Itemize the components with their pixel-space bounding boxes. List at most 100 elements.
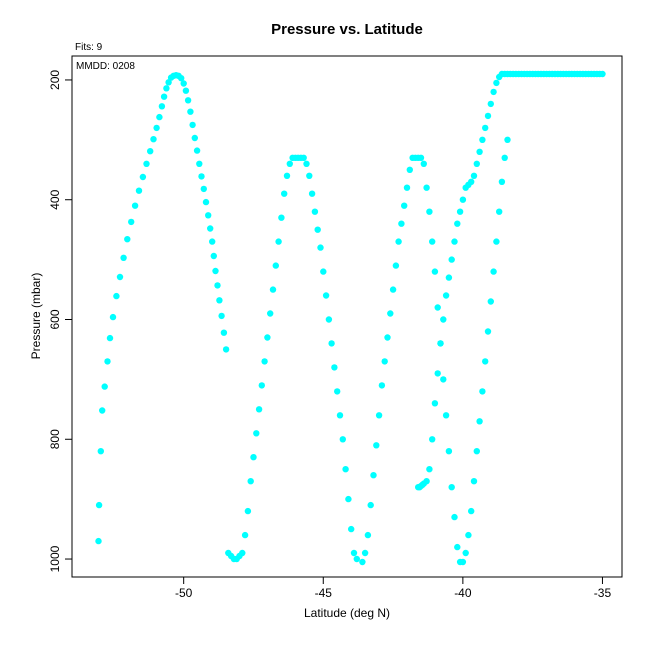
data-point xyxy=(473,160,480,167)
plot-frame xyxy=(71,55,623,578)
data-point xyxy=(241,531,249,539)
data-point xyxy=(180,80,187,87)
data-point xyxy=(135,187,143,194)
data-point xyxy=(448,256,455,263)
data-point xyxy=(128,218,135,226)
data-point xyxy=(104,358,111,365)
x-tick-label: -35 xyxy=(594,586,612,600)
x-axis: -50 -45 -40 -35 xyxy=(175,577,611,600)
data-point xyxy=(442,292,450,299)
data-point xyxy=(308,190,316,197)
data-point xyxy=(153,124,160,132)
data-point xyxy=(189,121,196,129)
data-point xyxy=(253,430,260,437)
data-point xyxy=(431,268,439,275)
data-point xyxy=(437,340,444,347)
data-point xyxy=(212,267,219,275)
data-point xyxy=(320,268,327,275)
data-point xyxy=(165,79,172,86)
data-point xyxy=(210,252,217,260)
data-point xyxy=(303,160,310,167)
data-point xyxy=(143,160,150,167)
data-point xyxy=(314,226,321,233)
data-point xyxy=(482,358,489,365)
data-point xyxy=(440,376,447,383)
data-point xyxy=(196,160,203,167)
data-point xyxy=(218,312,225,320)
data-point xyxy=(465,531,472,539)
data-point xyxy=(269,286,277,293)
data-point xyxy=(361,549,369,557)
data-point xyxy=(250,454,257,461)
data-point xyxy=(456,208,464,215)
data-point xyxy=(345,495,352,503)
data-point xyxy=(451,238,458,245)
data-point xyxy=(498,178,506,185)
data-point xyxy=(239,549,246,557)
data-point xyxy=(454,220,461,227)
data-point xyxy=(150,136,157,143)
data-point xyxy=(131,202,139,209)
data-point xyxy=(160,93,168,100)
data-point xyxy=(283,172,291,179)
data-point xyxy=(487,100,494,108)
data-point xyxy=(423,184,430,191)
data-point xyxy=(448,484,455,491)
data-point xyxy=(496,208,503,215)
data-point xyxy=(490,88,497,96)
data-point xyxy=(429,436,436,443)
data-point xyxy=(459,196,467,203)
data-point xyxy=(445,274,453,281)
data-point xyxy=(367,501,374,509)
data-point xyxy=(191,134,198,142)
data-point xyxy=(264,334,271,341)
data-point xyxy=(445,448,453,455)
data-point xyxy=(178,75,185,82)
data-point xyxy=(272,262,279,269)
data-point xyxy=(163,85,170,92)
data-point xyxy=(462,549,469,557)
chart-title: Pressure vs. Latitude xyxy=(271,21,423,38)
data-point xyxy=(476,148,483,155)
data-point xyxy=(95,501,103,509)
data-point xyxy=(373,442,380,449)
data-point xyxy=(116,273,124,281)
data-points xyxy=(95,70,606,566)
data-point xyxy=(184,97,192,104)
data-point xyxy=(258,382,265,389)
y-tick-label: 800 xyxy=(48,429,62,449)
data-point xyxy=(484,328,492,335)
data-point xyxy=(370,472,377,479)
data-point xyxy=(328,340,335,347)
data-point xyxy=(482,124,489,132)
data-point xyxy=(342,466,349,473)
data-point xyxy=(381,358,388,365)
data-point xyxy=(599,70,606,78)
data-point xyxy=(275,238,282,245)
data-point xyxy=(158,103,166,110)
data-point xyxy=(490,268,497,275)
data-point xyxy=(378,382,386,389)
data-point xyxy=(384,334,391,341)
data-point xyxy=(401,202,408,209)
data-point xyxy=(339,436,346,443)
data-point xyxy=(387,310,394,317)
data-point xyxy=(255,406,263,413)
data-point xyxy=(101,383,108,390)
data-point xyxy=(311,208,319,215)
data-point xyxy=(501,154,508,161)
data-point xyxy=(364,531,372,539)
x-tick-label: -45 xyxy=(315,586,333,600)
x-tick-label: -50 xyxy=(175,586,193,600)
data-point xyxy=(220,329,228,336)
data-point xyxy=(423,478,430,485)
data-point xyxy=(336,412,344,419)
data-point xyxy=(124,236,131,243)
data-point xyxy=(281,190,288,197)
y-axis-label: Pressure (mbar) xyxy=(29,273,43,360)
data-point xyxy=(156,113,163,121)
data-point xyxy=(406,166,413,173)
data-point xyxy=(207,225,214,232)
data-point xyxy=(99,407,106,414)
